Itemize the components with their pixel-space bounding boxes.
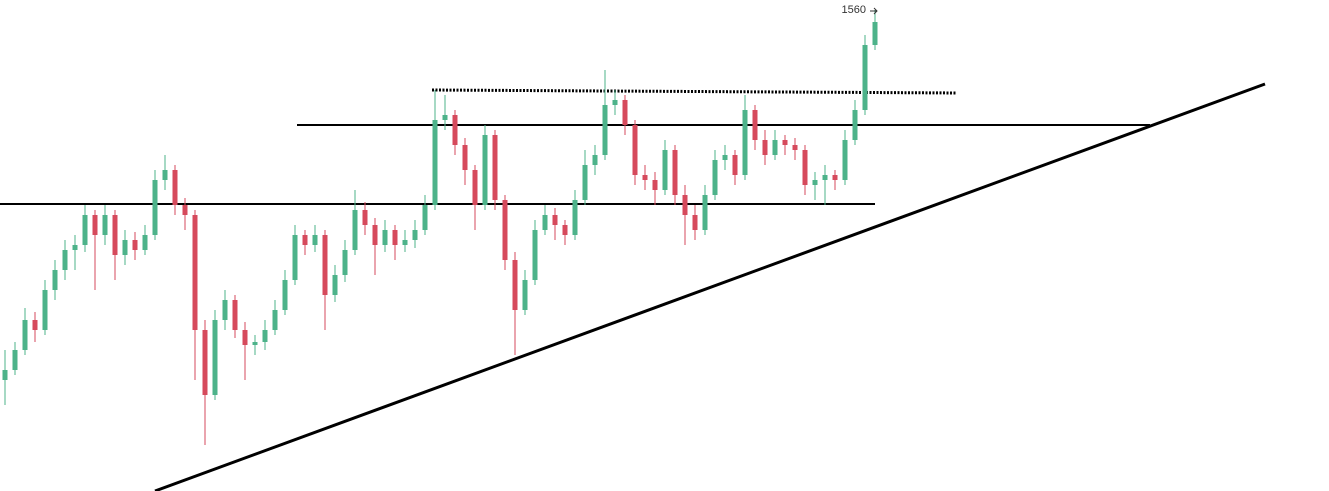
candle-body	[232, 300, 238, 330]
candle-body	[872, 22, 878, 45]
candle-body	[22, 320, 28, 350]
candle-body	[842, 140, 848, 180]
candle-body	[222, 300, 228, 320]
candle-body	[352, 210, 358, 250]
candle-body	[42, 290, 48, 330]
candle-body	[692, 215, 698, 230]
candle-body	[82, 215, 88, 245]
candle-body	[262, 330, 268, 342]
candle-body	[342, 250, 348, 275]
candle-body	[792, 145, 798, 150]
candle-body	[192, 215, 198, 330]
candle-body	[772, 140, 778, 155]
candle-body	[542, 215, 548, 230]
candle-body	[562, 225, 568, 235]
candle-body	[622, 100, 628, 125]
candles	[2, 10, 878, 445]
candle-body	[832, 175, 838, 180]
candle-body	[682, 195, 688, 215]
candle-body	[492, 135, 498, 200]
candle-body	[2, 370, 8, 380]
candle-body	[432, 120, 438, 205]
candle-body	[762, 140, 768, 155]
candle-body	[742, 110, 748, 175]
candle-body	[272, 310, 278, 330]
candle-body	[802, 150, 808, 185]
candle-body	[462, 145, 468, 170]
candle-body	[122, 240, 128, 255]
candle-body	[822, 175, 828, 180]
candle-body	[302, 235, 308, 245]
candle-body	[752, 110, 758, 140]
candle-body	[32, 320, 38, 330]
candle-body	[182, 205, 188, 215]
candle-body	[202, 330, 208, 395]
candle-body	[552, 215, 558, 225]
candle-body	[12, 350, 18, 370]
candle-body	[102, 215, 108, 235]
candle-body	[472, 170, 478, 205]
candle-body	[662, 150, 668, 190]
candle-body	[92, 215, 98, 235]
candle-body	[422, 205, 428, 230]
candle-body	[112, 215, 118, 255]
candle-body	[62, 250, 68, 270]
candle-body	[512, 260, 518, 310]
candle-body	[52, 270, 58, 290]
candle-body	[522, 280, 528, 310]
candle-body	[482, 135, 488, 205]
candle-body	[392, 230, 398, 245]
candle-body	[862, 45, 868, 110]
candle-body	[332, 275, 338, 295]
candle-body	[322, 235, 328, 295]
candle-body	[212, 320, 218, 395]
candle-body	[252, 342, 258, 345]
candle-body	[452, 115, 458, 145]
candle-body	[242, 330, 248, 345]
candle-body	[602, 105, 608, 155]
candle-body	[652, 180, 658, 190]
candle-body	[672, 150, 678, 195]
candle-body	[592, 155, 598, 165]
candle-body	[162, 170, 168, 180]
candle-body	[402, 240, 408, 245]
candle-body	[152, 180, 158, 235]
dotted-level	[431, 88, 958, 95]
candle-body	[642, 175, 648, 180]
arrow-icon	[870, 7, 878, 15]
candle-body	[412, 230, 418, 240]
candle-body	[282, 280, 288, 310]
candle-body	[732, 155, 738, 175]
candle-body	[442, 115, 448, 120]
candle-body	[72, 245, 78, 250]
candle-body	[362, 210, 368, 225]
candle-body	[572, 200, 578, 235]
candle-body	[132, 240, 138, 250]
candle-body	[722, 155, 728, 160]
candle-body	[292, 235, 298, 280]
candle-body	[782, 140, 788, 145]
candle-body	[712, 160, 718, 195]
trendline	[154, 82, 1266, 491]
candle-body	[632, 125, 638, 175]
candle-body	[582, 165, 588, 200]
candle-body	[172, 170, 178, 205]
candle-body	[372, 225, 378, 245]
last-price-label: 1560	[842, 4, 866, 16]
candle-body	[852, 110, 858, 140]
candle-body	[532, 230, 538, 280]
candle-body	[702, 195, 708, 230]
candle-body	[312, 235, 318, 245]
candle-body	[502, 200, 508, 260]
candle-body	[812, 180, 818, 185]
candle-body	[612, 100, 618, 105]
candle-body	[382, 230, 388, 245]
candle-body	[142, 235, 148, 250]
